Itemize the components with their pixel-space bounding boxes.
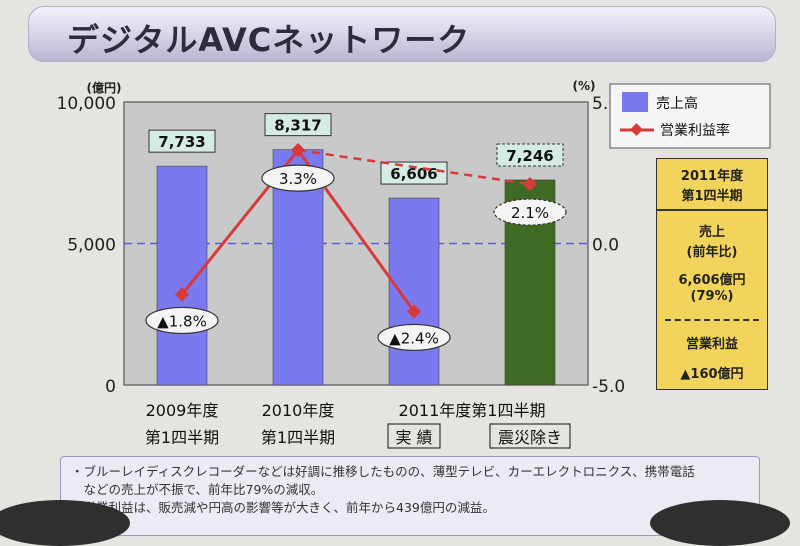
bar: [156, 165, 208, 386]
title-banner: デジタルAVCネットワーク: [28, 6, 776, 62]
profit-value-label-bubble: [493, 198, 567, 226]
profit-line-dashed: [297, 148, 531, 186]
bar-value-label-box: [148, 129, 216, 153]
profit-value-label: 3.3%: [279, 170, 317, 188]
profit-value-label: ▲1.8%: [157, 312, 207, 330]
chart: 10,0005,0000(億円)5.00.0-5.0(%)7,7338,3176…: [57, 79, 771, 449]
summary-profit-value: ▲160億円: [680, 367, 744, 382]
bar-value-label: 7,246: [506, 147, 553, 165]
profit-point: [406, 304, 422, 319]
right-tick-label: -5.0: [592, 377, 625, 397]
page-title: デジタルAVCネットワーク: [67, 21, 471, 59]
profit-value-label: 2.1%: [511, 204, 549, 222]
category-label-line2: 第1四半期: [145, 428, 219, 447]
legend-swatch-sales: [622, 92, 648, 112]
summary-sales-label: 売上: [698, 225, 725, 240]
profit-value-label-bubble: [261, 164, 335, 192]
bar-value-label-box: [496, 143, 564, 167]
left-tick-label: 5,000: [67, 236, 116, 256]
note-line-2: などの売上が不振で、前年比79%の減収。: [71, 482, 324, 497]
right-axis-unit: (%): [573, 79, 596, 93]
category-label-line1: 2009年度: [146, 401, 219, 420]
profit-value-label-bubble: [145, 306, 219, 335]
left-axis-unit: (億円): [87, 80, 122, 95]
category-label-line2: 震災除き: [498, 428, 562, 447]
legend-label-sales: 売上高: [656, 95, 698, 112]
category-label-line2: 実 績: [395, 428, 432, 447]
category-shared-label: 2011年度第1四半期: [399, 401, 546, 420]
foreground-silhouettes: [0, 500, 790, 546]
profit-point: [522, 176, 538, 192]
right-tick-label: 0.0: [592, 236, 619, 256]
bar-value-label: 8,317: [274, 117, 321, 135]
bar: [388, 197, 440, 386]
category-label-line1: 2010年度: [262, 401, 335, 420]
summary-header-box: 2011年度 第1四半期: [656, 158, 768, 210]
summary-sales-sublabel: (前年比): [686, 245, 738, 260]
summary-header-line2: 第1四半期: [681, 189, 743, 204]
bar-value-label-box: [380, 161, 448, 185]
summary-profit-label: 営業利益: [685, 337, 738, 352]
category-label-box: [387, 423, 441, 449]
profit-point: [174, 287, 190, 302]
legend-label-profit: 営業利益率: [660, 122, 730, 139]
note-line-1: ・ブルーレイディスクレコーダーなどは好調に推移したものの、薄型テレビ、カーエレク…: [71, 464, 695, 479]
profit-point: [290, 143, 306, 158]
profit-value-label: ▲2.4%: [389, 329, 439, 347]
summary-sales-value: 6,606億円: [678, 273, 746, 288]
category-label-line2: 第1四半期: [261, 428, 335, 447]
summary-sales-ratio: (79%): [690, 289, 734, 304]
summary-detail-box: 売上 (前年比) 6,606億円 (79%) 営業利益 ▲160億円: [656, 210, 768, 390]
summary-divider: [665, 319, 759, 321]
profit-value-label-bubble: [377, 323, 451, 352]
category-label-box: [489, 423, 571, 449]
notes-box: ・ブルーレイディスクレコーダーなどは好調に推移したものの、薄型テレビ、カーエレク…: [60, 456, 760, 536]
left-tick-label: 10,000: [57, 94, 116, 114]
summary-header-line1: 2011年度: [680, 169, 744, 184]
left-tick-label: 0: [105, 377, 116, 397]
note-line-3: ・営業利益は、販売減や円高の影響等が大きく、前年から439億円の減益。: [71, 500, 495, 515]
bar-value-label-box: [264, 113, 332, 137]
bar-value-label: 7,733: [158, 133, 205, 151]
